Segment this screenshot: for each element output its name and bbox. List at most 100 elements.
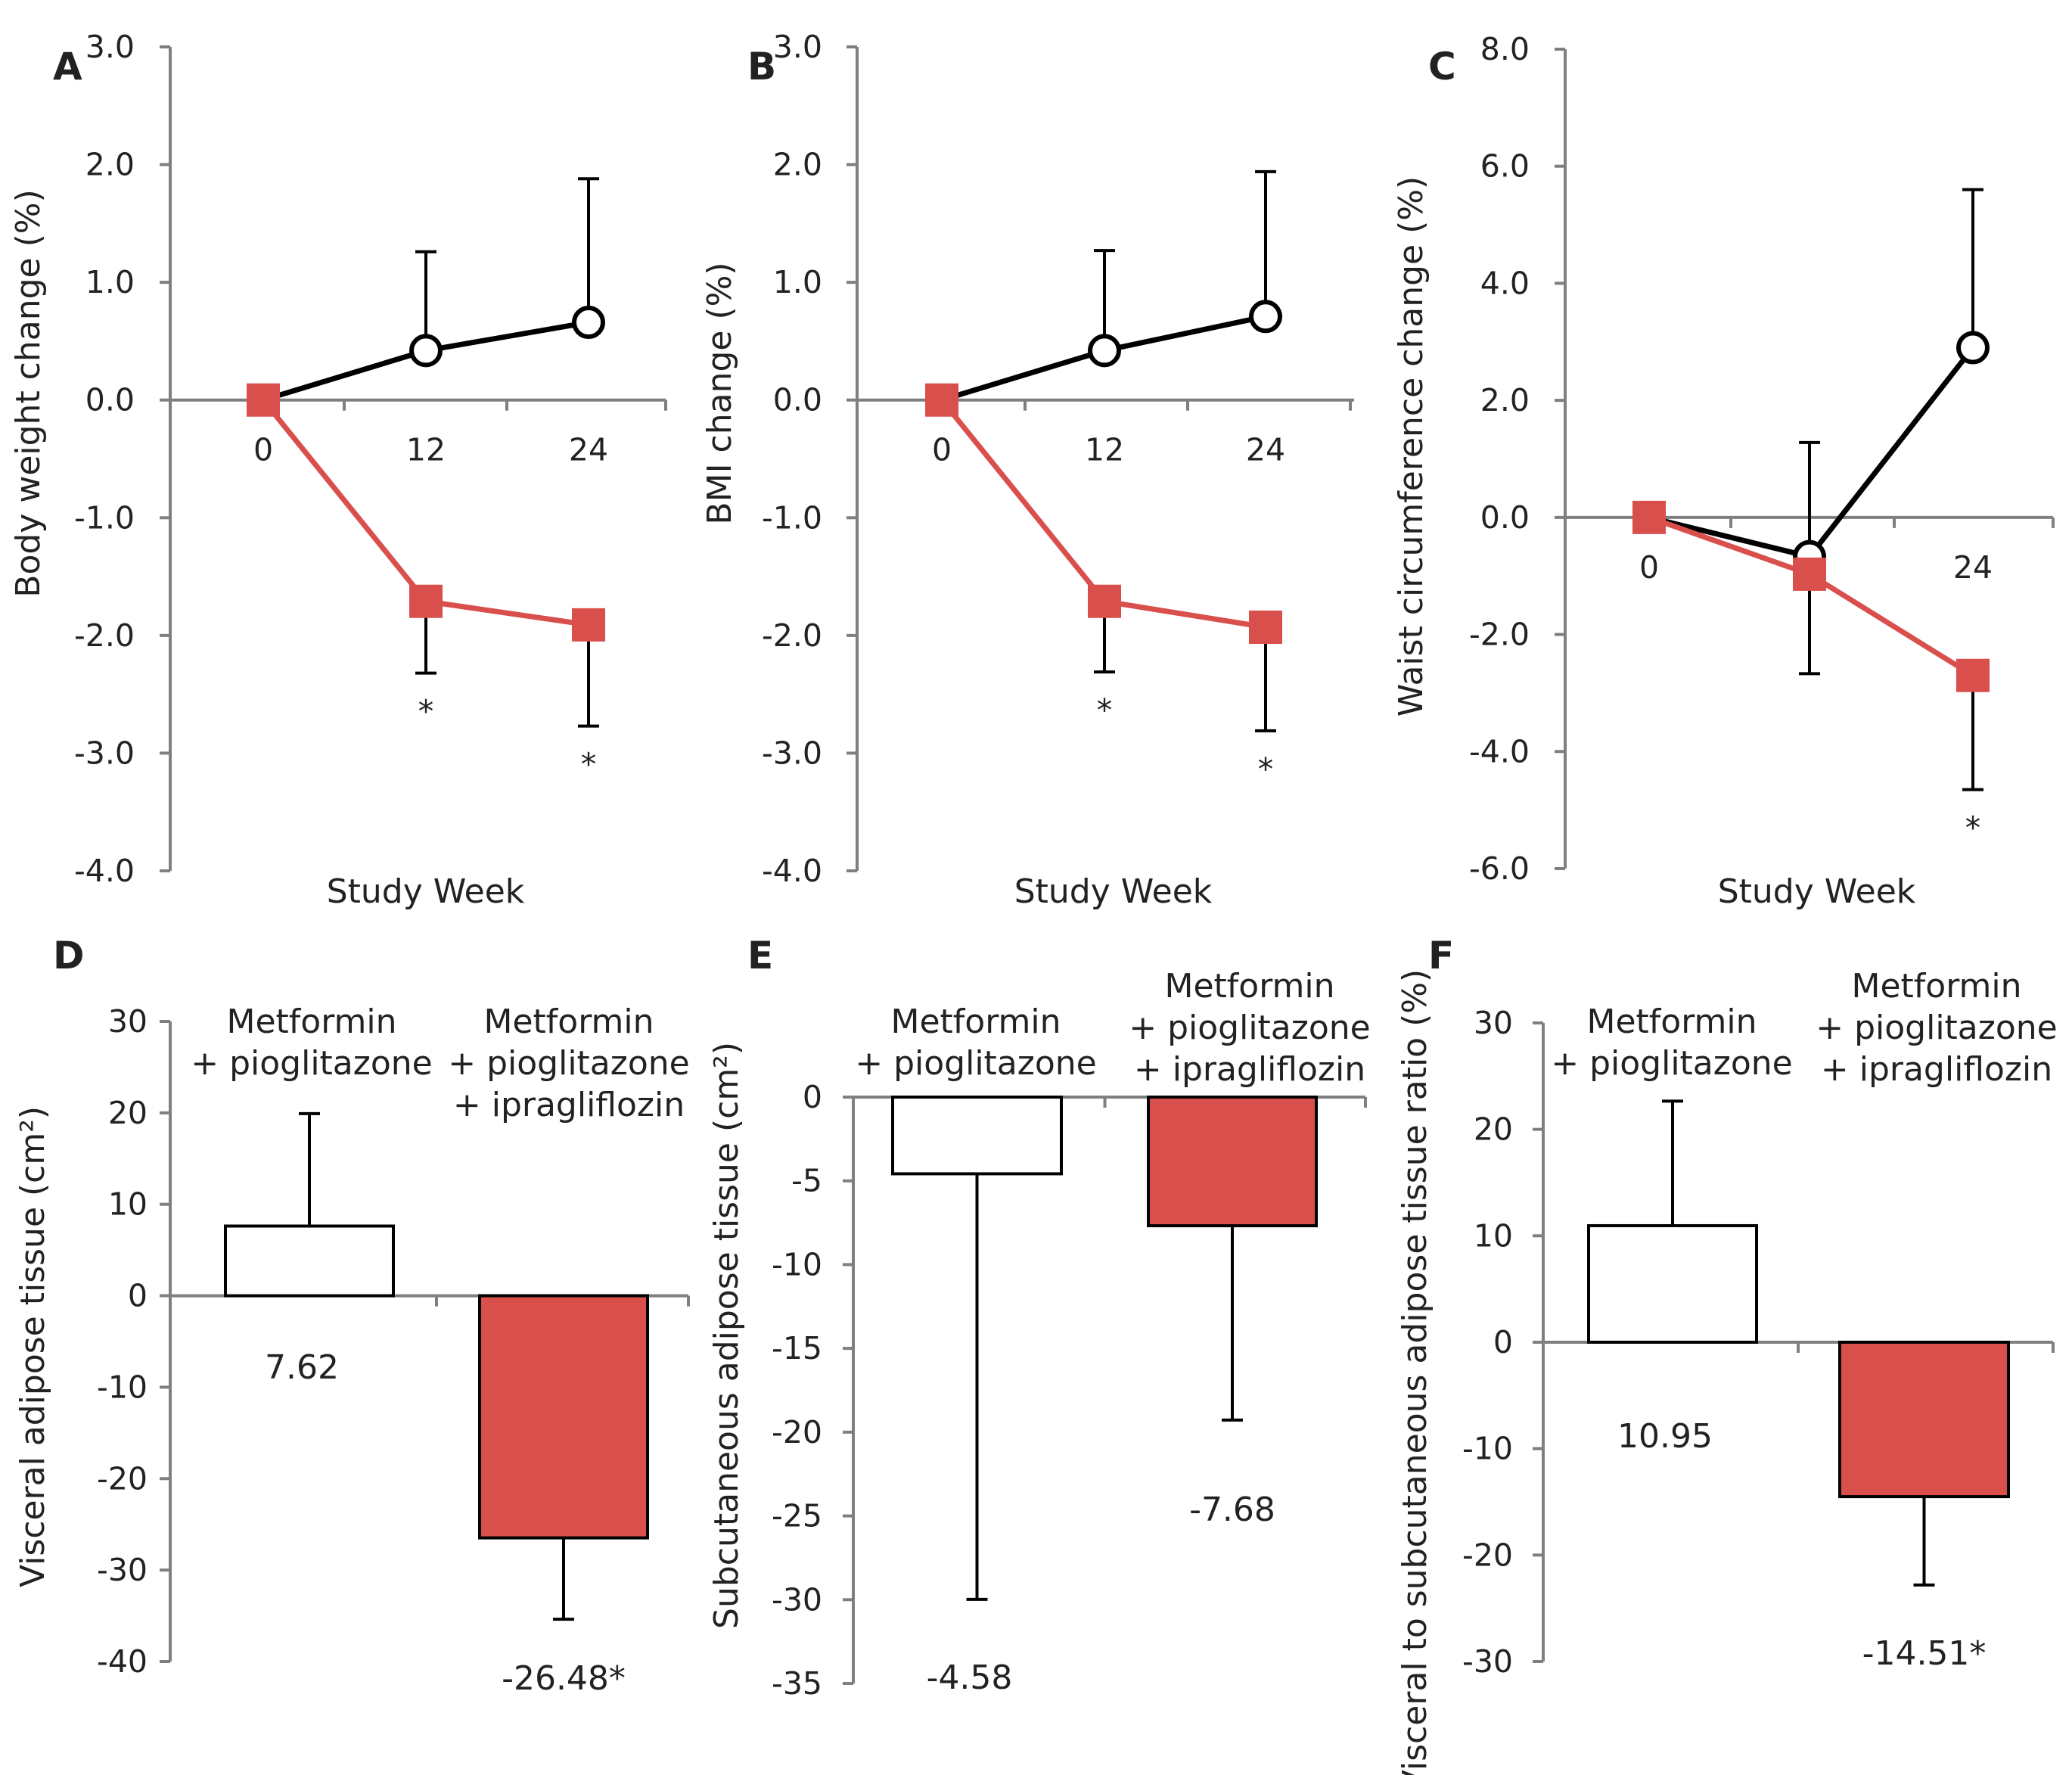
y-tick-label: -5 [791, 1163, 822, 1199]
y-tick-label: 3.0 [773, 29, 822, 65]
y-tick-label: 30 [108, 1003, 148, 1040]
y-axis-label: Visceral adipose tissue (cm²) [14, 1106, 52, 1587]
data-label: 7.62 [265, 1348, 339, 1387]
y-tick-label: 30 [1474, 1005, 1513, 1041]
x-tick-label: 12 [406, 432, 446, 468]
y-tick-label: 10 [108, 1186, 148, 1223]
y-tick-label: -25 [772, 1498, 822, 1534]
data-label: -4.58 [927, 1658, 1013, 1697]
y-tick-label: 0 [128, 1278, 148, 1314]
y-tick-label: -10 [772, 1246, 822, 1282]
y-tick-label: 0.0 [85, 382, 135, 418]
y-tick-label: -4.0 [1469, 733, 1530, 769]
category-label: + pioglitazone [1551, 1044, 1793, 1083]
control-point [572, 306, 605, 340]
y-tick-label: 0.0 [1480, 499, 1530, 536]
significance-star: * [1258, 751, 1274, 788]
bar-control [891, 1096, 1063, 1176]
y-tick-label: 8.0 [1480, 31, 1530, 67]
y-tick-label: 0 [803, 1079, 822, 1115]
x-tick-label: 0 [253, 432, 273, 468]
x-tick-label: 24 [569, 432, 608, 468]
y-tick-label: 0.0 [773, 382, 822, 418]
data-label: -26.48* [502, 1659, 626, 1698]
bar-control [1587, 1223, 1758, 1344]
y-tick-label: 2.0 [85, 147, 135, 183]
category-label: + ipragliflozin [1134, 1050, 1365, 1089]
category-label: Metformin [891, 1003, 1061, 1041]
y-tick-label: -1.0 [762, 499, 822, 536]
y-axis-label: BMI change (%) [701, 262, 739, 524]
y-tick-label: -30 [772, 1581, 822, 1618]
data-label: -7.68 [1189, 1491, 1275, 1529]
x-axis-label: Study Week [327, 872, 525, 911]
x-tick-label: 24 [1246, 432, 1285, 468]
x-tick-label: 0 [1639, 549, 1659, 586]
category-label: + pioglitazone [191, 1044, 433, 1083]
y-tick-label: 3.0 [85, 29, 135, 65]
significance-star: * [1965, 810, 1981, 847]
panel-letter: A [53, 45, 82, 89]
category-label: + ipragliflozin [1821, 1050, 2052, 1089]
x-axis-label: Study Week [1014, 872, 1213, 911]
panel-letter: C [1428, 45, 1456, 89]
data-label: 10.95 [1617, 1417, 1713, 1456]
y-tick-label: -40 [97, 1643, 148, 1680]
y-tick-label: -1.0 [74, 499, 135, 536]
y-tick-label: 6.0 [1480, 148, 1530, 185]
y-tick-label: -30 [97, 1552, 148, 1588]
significance-star: * [1097, 692, 1113, 729]
category-label: Metformin [1587, 1003, 1757, 1041]
y-tick-label: 2.0 [773, 147, 822, 183]
y-tick-label: -4.0 [74, 853, 135, 889]
control-point [1088, 334, 1121, 368]
y-tick-label: -10 [97, 1369, 148, 1405]
panel-b: 3.0 2.0 1.0 0.0 -1.0 -2.0 -3.0 -4.0 BMI change (… [701, 29, 1354, 911]
y-tick-label: 0 [1493, 1324, 1513, 1360]
panel-letter: D [53, 934, 85, 978]
y-tick-label: -10 [1462, 1431, 1513, 1467]
y-tick-label: 20 [108, 1095, 148, 1131]
treatment-point [1793, 557, 1826, 591]
y-tick-label: 4.0 [1480, 265, 1530, 301]
treatment-point [925, 383, 958, 417]
y-tick-label: 10 [1474, 1217, 1513, 1254]
y-tick-label: -6.0 [1469, 850, 1530, 887]
category-label: Metformin [484, 1003, 654, 1041]
treatment-point [247, 383, 280, 417]
category-label: + pioglitazone [448, 1044, 690, 1083]
category-label: + pioglitazone [855, 1044, 1097, 1083]
control-point [1956, 331, 1990, 365]
y-tick-label: -20 [772, 1414, 822, 1450]
y-axis-label: Body weight change (%) [9, 189, 48, 597]
significance-star: * [418, 694, 434, 730]
bar-treatment [1147, 1096, 1318, 1228]
x-axis-label: Study Week [1718, 872, 1916, 911]
y-tick-label: -2.0 [74, 617, 135, 654]
category-label: Metformin [1165, 967, 1335, 1006]
y-axis-label: Visceral to subcutaneous adipose tissue … [1396, 969, 1434, 1775]
category-label: Metformin [1852, 967, 2022, 1006]
bar-control [224, 1224, 395, 1298]
x-tick-label: 0 [932, 432, 952, 468]
bar-treatment [478, 1294, 649, 1540]
y-tick-label: -20 [1462, 1537, 1513, 1573]
panel-letter: F [1428, 934, 1454, 978]
y-tick-label: -35 [772, 1665, 822, 1702]
category-label: Metformin [227, 1003, 397, 1041]
y-tick-label: 20 [1474, 1111, 1513, 1148]
control-point [409, 334, 443, 368]
y-axis-label: Subcutaneous adipose tissue (cm²) [707, 1042, 746, 1629]
significance-star: * [581, 747, 597, 783]
x-tick-label: 24 [1953, 549, 1993, 586]
category-label: + pioglitazone [1129, 1009, 1371, 1047]
bar-treatment [1838, 1341, 2010, 1499]
panel-a: 3.0 2.0 1.0 0.0 -1.0 -2.0 -3.0 -4.0 Body weight … [9, 29, 667, 911]
treatment-point [1632, 500, 1666, 534]
treatment-point [1956, 658, 1990, 692]
y-tick-label: 2.0 [1480, 382, 1530, 418]
treatment-point [1088, 584, 1121, 618]
y-tick-label: -4.0 [762, 853, 822, 889]
panel-f: 30 20 10 0 -10 -20 -30 Visceral to subcutaneous… [1396, 934, 2058, 1775]
